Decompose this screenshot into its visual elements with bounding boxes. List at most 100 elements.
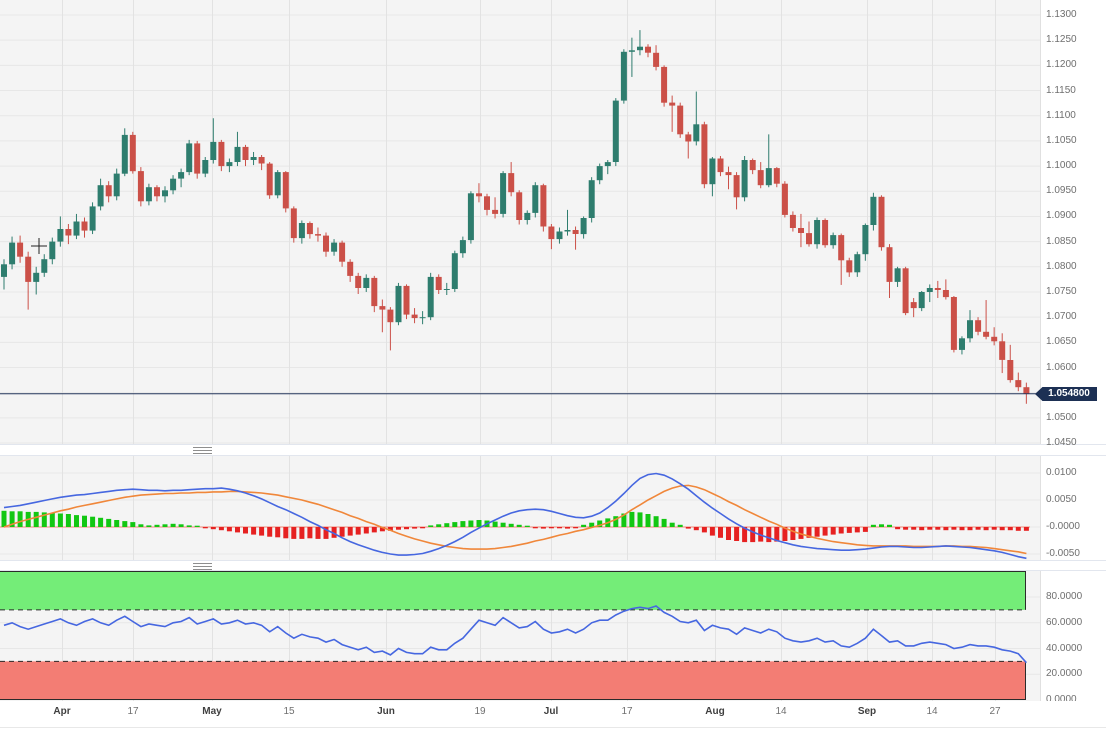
x-axis-day-label: 19 bbox=[474, 706, 486, 717]
candle bbox=[121, 134, 128, 174]
oversold-band bbox=[0, 661, 1025, 700]
candle bbox=[548, 226, 555, 240]
candle bbox=[741, 160, 748, 198]
candle bbox=[781, 183, 788, 215]
candle bbox=[637, 46, 643, 51]
candle bbox=[1, 264, 7, 277]
rsi-line bbox=[3, 605, 1027, 664]
x-axis-month-label: Sep bbox=[857, 706, 877, 717]
macd-histogram bbox=[1, 510, 1029, 543]
histogram-bar bbox=[782, 527, 788, 541]
histogram-bar bbox=[774, 527, 780, 542]
histogram-bar bbox=[235, 527, 240, 533]
candle bbox=[242, 146, 249, 160]
histogram-bar bbox=[1023, 527, 1029, 531]
histogram-bar bbox=[114, 520, 120, 527]
candle bbox=[137, 171, 144, 202]
histogram-bar bbox=[218, 527, 224, 531]
histogram-bar bbox=[927, 527, 933, 530]
histogram-bar bbox=[444, 523, 450, 527]
histogram-bar bbox=[879, 524, 884, 527]
candle bbox=[902, 268, 909, 314]
candle bbox=[49, 241, 56, 260]
x-axis-day-label: 17 bbox=[127, 706, 139, 717]
separator-grip-icon[interactable] bbox=[193, 447, 212, 454]
histogram-bar bbox=[701, 527, 707, 533]
candle bbox=[210, 141, 217, 160]
candle bbox=[443, 289, 450, 290]
candle bbox=[556, 231, 563, 240]
candle bbox=[484, 196, 490, 210]
panel-separator[interactable] bbox=[0, 560, 1106, 571]
candle bbox=[41, 259, 48, 273]
histogram-bar bbox=[226, 527, 232, 532]
histogram-bar bbox=[661, 518, 667, 527]
candle bbox=[886, 247, 893, 282]
candle bbox=[540, 185, 547, 227]
candle bbox=[1015, 380, 1022, 388]
overbought-band bbox=[0, 571, 1025, 610]
separator-grip-icon[interactable] bbox=[193, 563, 212, 570]
candle bbox=[975, 320, 982, 332]
histogram-bar bbox=[65, 514, 71, 527]
histogram-bar bbox=[621, 513, 627, 527]
histogram-bar bbox=[790, 527, 796, 540]
histogram-bar bbox=[718, 527, 723, 538]
x-axis-month-label: Jun bbox=[377, 706, 395, 717]
histogram-bar bbox=[581, 524, 587, 527]
candle bbox=[186, 143, 193, 173]
histogram-bar bbox=[57, 513, 63, 527]
histogram-bar bbox=[396, 527, 401, 530]
x-axis-day-label: 14 bbox=[775, 706, 787, 717]
candle bbox=[677, 105, 684, 135]
candle bbox=[403, 285, 410, 315]
price-axis[interactable]: 1.1300 1.1250 1.1200 1.1150 1.1100 1.1050 1.10… bbox=[1040, 0, 1106, 705]
histogram-bar bbox=[798, 527, 804, 539]
histogram-bar bbox=[919, 527, 925, 531]
rsi-panel[interactable] bbox=[0, 571, 1041, 701]
histogram-bar bbox=[291, 527, 297, 539]
candle bbox=[950, 297, 957, 350]
histogram-bar bbox=[275, 527, 281, 538]
candles-layer bbox=[1, 30, 1030, 404]
candle bbox=[282, 172, 289, 209]
candle bbox=[773, 168, 780, 184]
candle bbox=[387, 309, 394, 323]
candle bbox=[274, 172, 281, 196]
y-axis-label: 1.0800 bbox=[1046, 260, 1077, 272]
histogram-bar bbox=[186, 525, 192, 527]
price-panel[interactable] bbox=[0, 0, 1041, 444]
macd-panel[interactable] bbox=[0, 456, 1041, 560]
candle bbox=[371, 277, 378, 307]
candle bbox=[17, 242, 24, 257]
histogram-bar bbox=[210, 527, 216, 530]
candle bbox=[934, 288, 941, 290]
candle bbox=[290, 208, 297, 239]
candle bbox=[258, 157, 265, 164]
candle bbox=[653, 52, 660, 67]
candle bbox=[628, 50, 635, 52]
candle bbox=[33, 272, 40, 282]
histogram-bar bbox=[524, 525, 530, 527]
panel-separator[interactable] bbox=[0, 444, 1106, 456]
histogram-bar bbox=[98, 517, 104, 527]
histogram-bar bbox=[476, 520, 482, 527]
candle bbox=[588, 180, 595, 218]
histogram-bar bbox=[178, 524, 184, 527]
time-axis[interactable]: Apr 17 May 15 Jun 19 Jul 17 Aug 14 Sep 14 27 bbox=[0, 701, 1106, 728]
candle bbox=[500, 173, 507, 214]
y-axis-label: 1.0850 bbox=[1046, 235, 1077, 247]
candle bbox=[162, 190, 168, 197]
candle bbox=[620, 51, 627, 101]
candle bbox=[298, 223, 305, 239]
y-axis-label: 1.1150 bbox=[1046, 84, 1076, 96]
y-axis-label: 1.1100 bbox=[1046, 109, 1076, 121]
candle bbox=[765, 168, 772, 186]
histogram-bar bbox=[613, 516, 619, 527]
candle bbox=[347, 261, 354, 276]
candle bbox=[73, 221, 80, 236]
histogram-bar bbox=[999, 527, 1005, 531]
candle bbox=[870, 196, 877, 225]
candle bbox=[645, 46, 651, 53]
